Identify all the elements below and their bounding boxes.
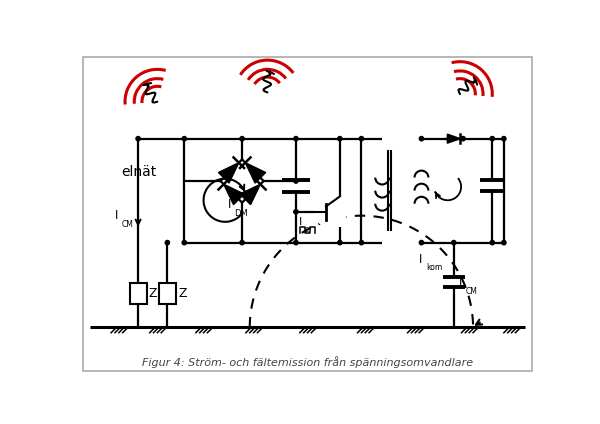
Circle shape (452, 240, 456, 245)
Circle shape (419, 137, 424, 141)
Text: CM: CM (466, 287, 477, 296)
Polygon shape (224, 184, 244, 205)
Text: I: I (299, 217, 302, 227)
Circle shape (359, 240, 364, 245)
Circle shape (182, 240, 187, 245)
FancyBboxPatch shape (83, 57, 532, 371)
Circle shape (165, 240, 170, 245)
FancyBboxPatch shape (159, 283, 176, 304)
Text: I: I (228, 198, 232, 212)
Text: kom: kom (426, 263, 442, 272)
Circle shape (338, 240, 342, 245)
Circle shape (490, 240, 494, 245)
Circle shape (490, 137, 494, 141)
Circle shape (294, 240, 298, 245)
Circle shape (240, 137, 244, 141)
Text: elnät: elnät (121, 165, 157, 179)
Circle shape (240, 240, 244, 245)
Polygon shape (245, 163, 266, 183)
Circle shape (136, 137, 140, 141)
Circle shape (315, 196, 346, 227)
Text: Z: Z (149, 287, 157, 300)
Text: I: I (115, 209, 118, 222)
Circle shape (502, 240, 506, 245)
Circle shape (294, 179, 298, 183)
Polygon shape (448, 134, 460, 143)
FancyBboxPatch shape (130, 283, 146, 304)
Text: c: c (304, 225, 308, 234)
Text: DM: DM (235, 209, 248, 218)
Text: CM: CM (122, 220, 134, 229)
Circle shape (461, 137, 465, 141)
Circle shape (359, 137, 364, 141)
Text: Z: Z (178, 287, 187, 300)
Text: I: I (458, 276, 462, 289)
Polygon shape (240, 184, 260, 205)
Polygon shape (218, 163, 239, 183)
Text: Figur 4: Ström- och fältemission från spänningsomvandlare: Figur 4: Ström- och fältemission från sp… (142, 356, 473, 368)
Circle shape (502, 137, 506, 141)
Circle shape (338, 137, 342, 141)
Circle shape (419, 240, 424, 245)
Circle shape (294, 209, 298, 214)
Circle shape (182, 137, 187, 141)
Circle shape (294, 137, 298, 141)
Text: I: I (419, 253, 422, 266)
